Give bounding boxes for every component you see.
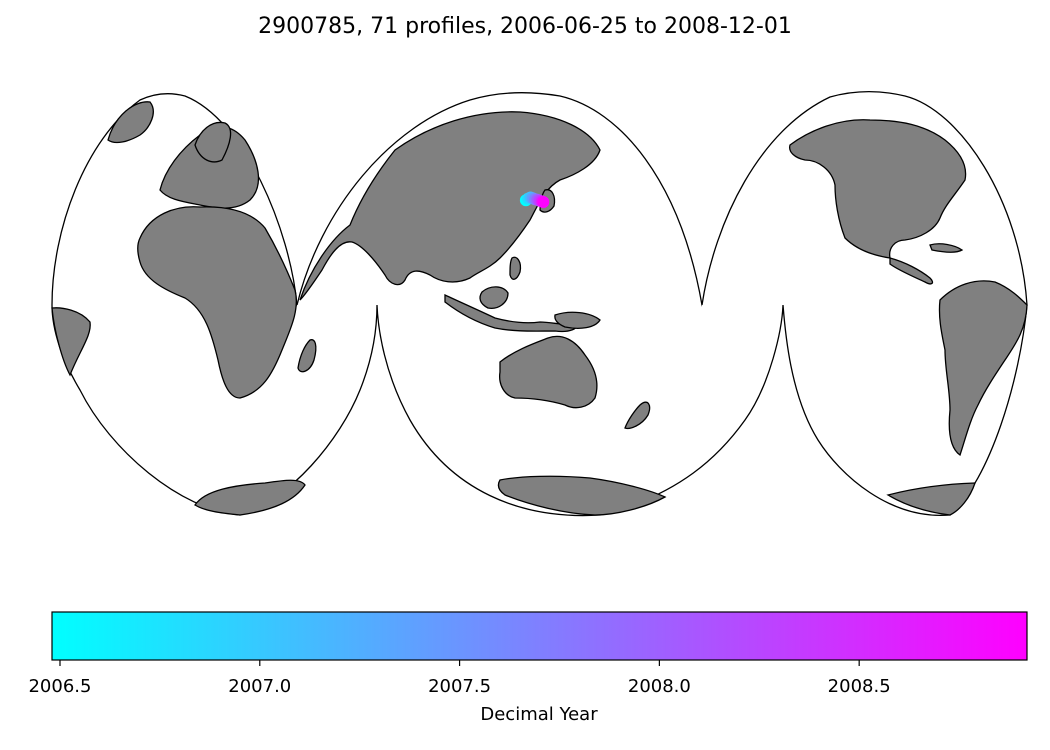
colorbar-tick-label: 2008.0 <box>628 676 691 697</box>
land-greenland-iceland <box>107 101 154 144</box>
land-borneo <box>479 286 509 309</box>
land-new-zealand <box>624 401 651 430</box>
land-caribbean <box>929 243 964 253</box>
colorbar-tick-label: 2007.5 <box>428 676 491 697</box>
land-scandinavia <box>194 121 232 163</box>
land-antarctica-americas <box>886 482 976 516</box>
colorbar-gradient <box>51 611 1028 661</box>
land-north-america <box>789 119 967 259</box>
land-antarctica-west <box>194 479 306 516</box>
chart-title: 2900785, 71 profiles, 2006-06-25 to 2008… <box>258 14 792 39</box>
colorbar-label: Decimal Year <box>480 704 598 725</box>
colorbar-ticks: 2006.5 2007.0 2007.5 2008.0 2008.5 <box>28 660 891 697</box>
land-philippines <box>509 256 522 280</box>
colorbar-tick-label: 2006.5 <box>28 676 91 697</box>
float-track <box>519 191 550 208</box>
colorbar: 2006.5 2007.0 2007.5 2008.0 2008.5 Decim… <box>28 611 1028 725</box>
land-australia <box>499 335 598 409</box>
land-south-america-west-edge <box>51 307 91 377</box>
land-south-america <box>938 280 1028 457</box>
land-asia <box>299 111 601 301</box>
land-central-america <box>889 257 934 285</box>
colorbar-tick-label: 2008.5 <box>828 676 891 697</box>
world-map <box>51 90 1028 517</box>
land-europe <box>159 126 260 209</box>
land-africa <box>137 206 297 399</box>
float-profile-point <box>537 196 550 208</box>
colorbar-tick-label: 2007.0 <box>228 676 291 697</box>
land-madagascar <box>297 339 317 373</box>
land-new-guinea <box>554 311 601 329</box>
land-antarctica-east <box>497 475 667 516</box>
